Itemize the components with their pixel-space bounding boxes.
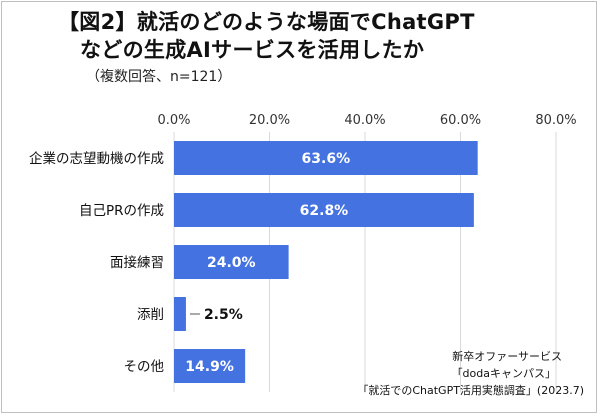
x-tick-label: 40.0% [344,113,385,128]
data-label: 63.6% [302,151,351,167]
data-label: 24.0% [207,255,256,271]
bar [174,349,246,383]
bar [174,193,474,227]
category-label: 企業の志望動機の作成 [29,150,164,167]
category-label: 面接練習 [110,254,164,271]
data-label: 14.9% [185,359,234,375]
source-line-2: 「dodaキャンパス」 [451,367,556,380]
chart-subtitle: （複数回答、n=121） [86,69,232,85]
category-label: その他 [124,359,165,375]
data-label: 2.5% [204,307,243,323]
category-label: 添削 [137,307,164,323]
source-line-3: 「就活でのChatGPT活用実態調査」(2023.7) [357,384,584,397]
bar [174,297,186,331]
title-line-2: などの生成AIサービスを活用したか [80,38,425,62]
x-tick-label: 20.0% [249,113,290,128]
x-tick-label: 60.0% [440,113,481,128]
title-line-1: 【図2】就活のどのような場面でChatGPT [58,10,475,34]
chart-title: 【図2】就活のどのような場面でChatGPT などの生成AIサービスを活用したか [58,8,475,64]
bar [174,141,478,175]
source-note: 新卒オファーサービス 「dodaキャンパス」 「就活でのChatGPT活用実態調… [357,348,584,399]
category-label: 自己PRの作成 [79,203,164,219]
bar [174,245,289,279]
source-line-1: 新卒オファーサービス [452,350,562,363]
x-tick-label: 80.0% [535,113,576,128]
data-label: 62.8% [300,203,349,219]
x-tick-label: 0.0% [157,113,190,128]
